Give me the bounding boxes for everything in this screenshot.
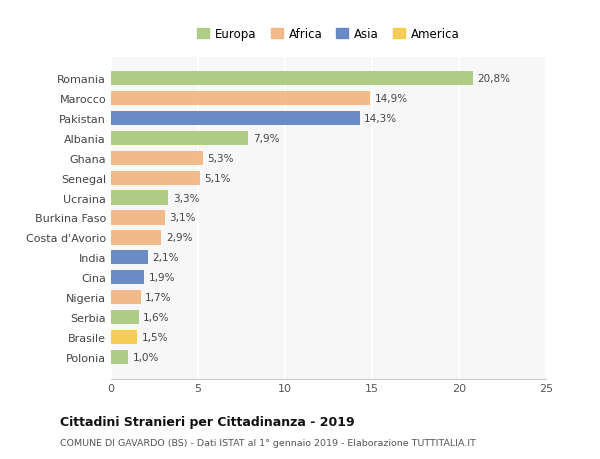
Bar	[111, 132, 248, 146]
Text: 1,5%: 1,5%	[142, 332, 168, 342]
Text: 5,1%: 5,1%	[204, 174, 230, 183]
Text: 5,3%: 5,3%	[208, 153, 234, 163]
Text: Cittadini Stranieri per Cittadinanza - 2019: Cittadini Stranieri per Cittadinanza - 2…	[60, 415, 355, 428]
Text: 14,9%: 14,9%	[374, 94, 408, 104]
Bar	[111, 231, 161, 245]
Text: 3,1%: 3,1%	[169, 213, 196, 223]
Bar	[111, 191, 169, 205]
Legend: Europa, Africa, Asia, America: Europa, Africa, Asia, America	[194, 25, 463, 45]
Text: 7,9%: 7,9%	[253, 134, 280, 144]
Bar	[111, 112, 360, 126]
Text: 1,0%: 1,0%	[133, 352, 159, 362]
Text: 1,7%: 1,7%	[145, 292, 172, 302]
Bar	[111, 270, 144, 285]
Text: 2,9%: 2,9%	[166, 233, 193, 243]
Text: 14,3%: 14,3%	[364, 114, 397, 124]
Text: COMUNE DI GAVARDO (BS) - Dati ISTAT al 1° gennaio 2019 - Elaborazione TUTTITALIA: COMUNE DI GAVARDO (BS) - Dati ISTAT al 1…	[60, 438, 476, 448]
Text: 3,3%: 3,3%	[173, 193, 199, 203]
Text: 2,1%: 2,1%	[152, 253, 178, 263]
Text: 1,9%: 1,9%	[148, 273, 175, 283]
Bar	[111, 350, 128, 364]
Bar	[111, 290, 140, 304]
Text: 1,6%: 1,6%	[143, 312, 170, 322]
Bar	[111, 211, 165, 225]
Text: 20,8%: 20,8%	[477, 74, 510, 84]
Bar	[111, 251, 148, 265]
Bar	[111, 171, 200, 185]
Bar	[111, 151, 203, 166]
Bar	[111, 310, 139, 325]
Bar	[111, 72, 473, 86]
Bar	[111, 330, 137, 344]
Bar	[111, 92, 370, 106]
